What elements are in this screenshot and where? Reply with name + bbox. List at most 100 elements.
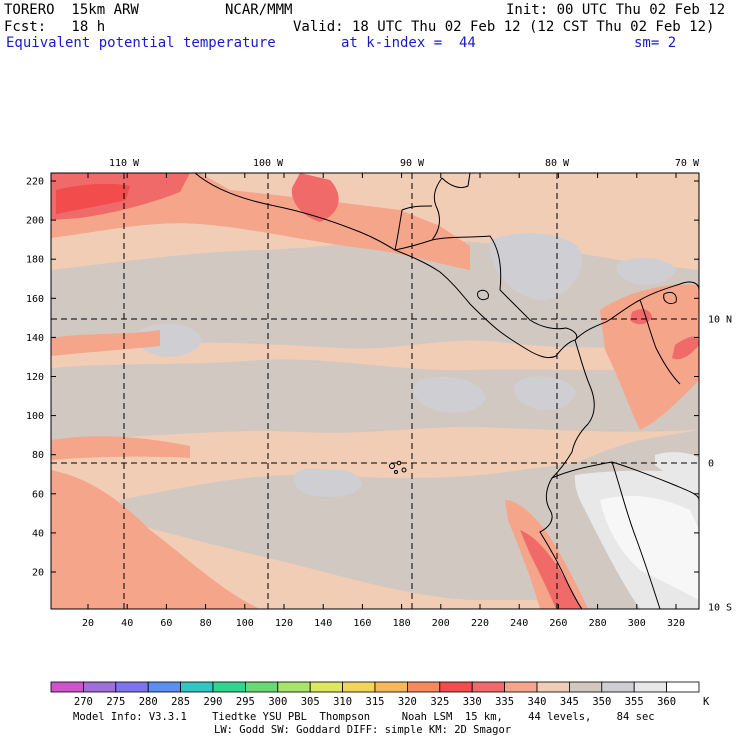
coastline-central-america	[394, 249, 576, 359]
y-grid-label: 200	[26, 216, 44, 227]
colorbar-swatch	[439, 681, 473, 693]
field-patch-5	[616, 257, 676, 285]
longitude-label: 110 W	[109, 158, 140, 169]
latitude-label: 10 N	[708, 315, 732, 326]
colorbar-swatch	[244, 681, 279, 693]
colorbar-label: 310	[333, 696, 352, 708]
lake-nicaragua	[477, 289, 489, 301]
x-grid-label: 320	[667, 618, 685, 629]
field-red-colombia	[672, 336, 699, 360]
colorbar-swatch	[504, 681, 538, 693]
latitude-label: 10 S	[708, 603, 732, 614]
x-grid-label: 180	[393, 618, 411, 629]
x-grid-label: 60	[160, 618, 172, 629]
colorbar-swatch	[406, 681, 441, 693]
colorbar-label: 345	[560, 696, 579, 708]
border-peru-brazil	[611, 461, 661, 610]
y-grid-label: 160	[26, 294, 44, 305]
field-salmon-mid	[51, 330, 160, 356]
y-grid-label: 180	[26, 255, 44, 266]
colorbar-swatch	[50, 681, 84, 693]
organization-label: NCAR/MMM	[225, 2, 293, 18]
colorbar-swatch	[212, 681, 246, 693]
colorbar-swatch	[180, 681, 214, 693]
x-grid-label: 20	[82, 618, 94, 629]
x-grid-label: 140	[314, 618, 332, 629]
x-grid-label: 40	[121, 618, 133, 629]
colorbar-label: 330	[463, 696, 482, 708]
colorbar-swatch	[633, 681, 668, 693]
colorbar-swatch	[666, 681, 700, 693]
coastline-mexico	[194, 172, 443, 251]
colorbar-swatch	[83, 681, 117, 693]
forecast-hour: Fcst: 18 h	[4, 19, 106, 35]
colorbar-label: 360	[657, 696, 676, 708]
field-salmon-ne	[600, 284, 699, 430]
colorbar-swatch	[277, 681, 311, 693]
colorbar-label: 320	[398, 696, 417, 708]
y-grid-label: 20	[32, 568, 44, 579]
field-salmon-sw	[51, 470, 260, 609]
x-grid-label: 280	[589, 618, 607, 629]
colorbar-swatch	[342, 681, 376, 693]
colorbar-label: 275	[106, 696, 125, 708]
border-ecuador-peru	[551, 461, 700, 501]
model-title: TORERO 15km ARW	[4, 2, 139, 18]
colorbar-swatch	[374, 681, 408, 693]
field-andes-light-2	[655, 452, 699, 485]
model-info-line1: Model Info: V3.3.1 Tiedtke YSU PBL Thomp…	[73, 711, 655, 723]
x-grid-label: 220	[471, 618, 489, 629]
colorbar-swatch	[147, 681, 181, 693]
init-time: Init: 00 UTC Thu 02 Feb 12	[506, 2, 726, 18]
field-band-south	[120, 460, 600, 600]
x-grid-label: 100	[236, 618, 254, 629]
model-info-line2: LW: Godd SW: Goddard DIFF: simple KM: 2D…	[214, 724, 512, 736]
x-grid-label: 260	[549, 618, 567, 629]
colorbar-swatch	[471, 681, 506, 693]
longitude-label: 70 W	[675, 158, 700, 169]
colorbar-label: 350	[592, 696, 611, 708]
field-name: Equivalent potential temperature	[6, 35, 276, 51]
border-guatemala	[394, 205, 433, 251]
venezuela-lake	[663, 291, 677, 305]
y-grid-label: 60	[32, 489, 44, 500]
field-patch-6	[293, 467, 362, 498]
y-grid-label: 140	[26, 333, 44, 344]
galapagos-islands	[389, 460, 407, 474]
colorbar-unit: K	[703, 696, 710, 708]
colorbar-label: 305	[301, 696, 320, 708]
colorbar-label: 355	[625, 696, 644, 708]
latitude-label: 0	[708, 459, 714, 470]
colorbar-label: 295	[236, 696, 255, 708]
field-patch-3	[414, 376, 486, 413]
y-grid-label: 220	[26, 177, 44, 188]
y-grid-label: 120	[26, 372, 44, 383]
y-grid-label: 100	[26, 411, 44, 422]
longitude-label: 90 W	[400, 158, 425, 169]
coastline-caribbean-ca	[431, 235, 578, 341]
x-grid-label: 200	[432, 618, 450, 629]
y-grid-label: 40	[32, 528, 44, 539]
y-grid-label: 80	[32, 450, 44, 461]
colorbar-label: 280	[139, 696, 158, 708]
colorbar-label: 335	[495, 696, 514, 708]
colorbar-label: 340	[528, 696, 547, 708]
colorbar-swatch	[601, 681, 635, 693]
x-grid-label: 120	[275, 618, 293, 629]
field-salmon-eq	[51, 436, 190, 460]
field-patch-2	[489, 233, 582, 300]
colorbar-label: 315	[366, 696, 385, 708]
field-andes-white	[600, 495, 699, 600]
x-grid-label: 300	[628, 618, 646, 629]
x-grid-label: 160	[353, 618, 371, 629]
field-patch-4	[513, 376, 576, 410]
x-grid-label: 240	[510, 618, 528, 629]
colorbar-swatch	[309, 681, 344, 693]
colorbar-swatch	[115, 681, 149, 693]
longitude-label: 80 W	[545, 158, 570, 169]
map-frame	[50, 172, 700, 610]
level-label: at k-index = 44	[341, 35, 476, 51]
coastline-yucatan	[441, 172, 471, 189]
